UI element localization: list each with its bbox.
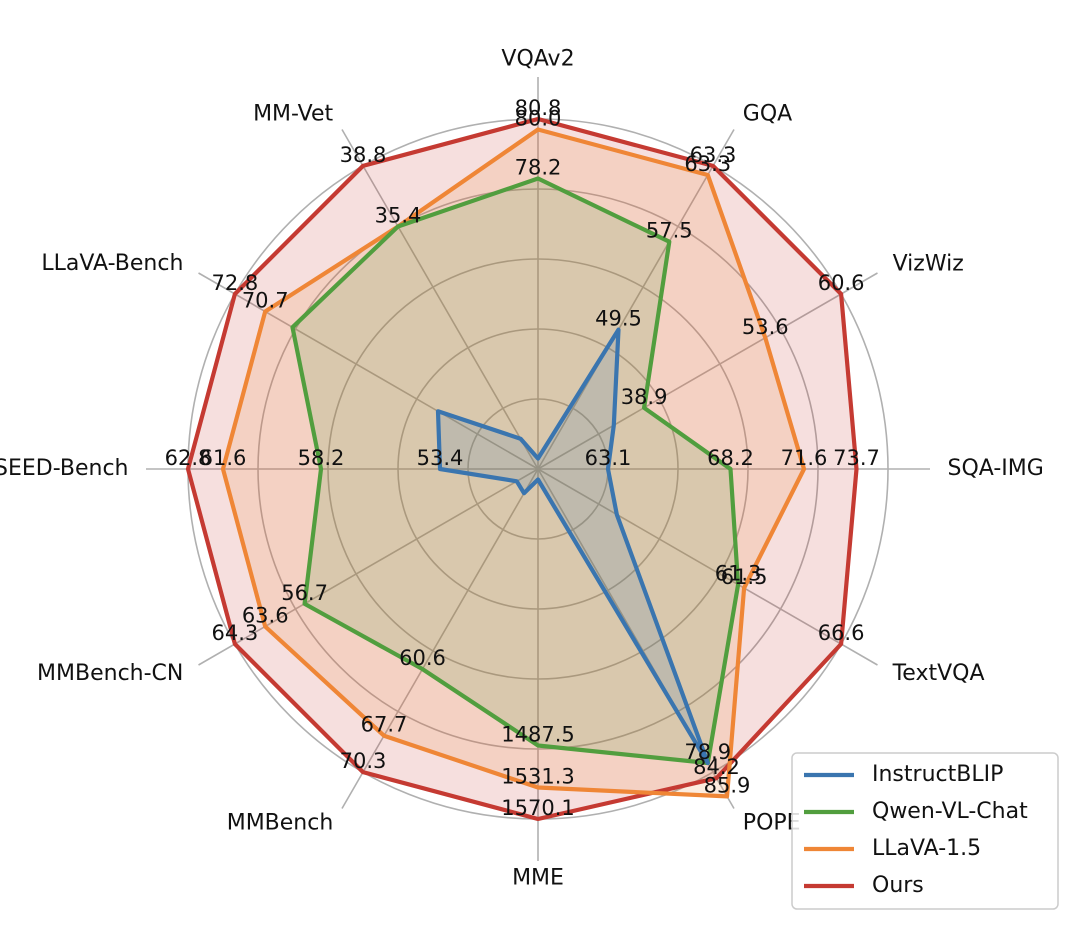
value-label-ours-8: 64.3 bbox=[212, 621, 259, 645]
series-fill-instructblip bbox=[438, 329, 708, 763]
value-label-llava-1-5-3: 71.6 bbox=[781, 446, 828, 470]
value-label-llava-1-5-11: 35.4 bbox=[375, 204, 422, 228]
axis-label-mm-vet: MM-Vet bbox=[253, 101, 333, 126]
spoke-mmbench bbox=[341, 468, 539, 809]
value-label-ours-4: 66.6 bbox=[818, 621, 865, 645]
value-label-ours-11: 38.8 bbox=[340, 143, 387, 167]
spoke-vizwiz bbox=[537, 272, 878, 470]
value-label-qwen-vl-chat-8: 56.7 bbox=[281, 581, 328, 605]
legend-label-llava-1-5: LLaVA-1.5 bbox=[872, 836, 981, 861]
value-label-ours-0: 80.8 bbox=[515, 96, 562, 120]
value-label-llava-1-5-5: 85.9 bbox=[704, 773, 751, 797]
axis-label-mmbench-cn: MMBench-CN bbox=[37, 661, 183, 686]
series-line-qwen-vl-chat bbox=[290, 176, 741, 766]
value-label-qwen-vl-chat-3: 68.2 bbox=[707, 446, 754, 470]
series-line-instructblip bbox=[435, 327, 710, 766]
value-label-ours-3: 73.7 bbox=[833, 446, 880, 470]
value-label-qwen-vl-chat-7: 60.6 bbox=[399, 646, 446, 670]
series-fill-qwen-vl-chat bbox=[292, 178, 739, 763]
value-label-ours-6: 1570.1 bbox=[501, 796, 574, 820]
spoke-gqa bbox=[537, 129, 735, 470]
value-label-qwen-vl-chat-2: 38.9 bbox=[621, 385, 668, 409]
axis-label-gqa: GQA bbox=[743, 101, 792, 126]
value-label-llava-1-5-7: 67.7 bbox=[361, 713, 408, 737]
value-label-qwen-vl-chat-9: 58.2 bbox=[298, 446, 345, 470]
axis-label-sqa-img: SQA-IMG bbox=[948, 456, 1044, 481]
series-fill-ours bbox=[188, 119, 857, 819]
value-label-llava-1-5-1: 63.3 bbox=[684, 152, 731, 176]
value-label-llava-1-5-9: 61.6 bbox=[200, 446, 247, 470]
value-label-ours-9: 62.8 bbox=[165, 446, 212, 470]
value-label-llava-1-5-8: 63.6 bbox=[242, 604, 289, 628]
value-label-qwen-vl-chat-1: 57.5 bbox=[646, 219, 693, 243]
spoke-textvqa bbox=[537, 468, 878, 666]
series-line-llava-1-5 bbox=[220, 127, 807, 799]
value-label-ours-2: 60.6 bbox=[818, 271, 865, 295]
value-label-instructblip-5: 78.9 bbox=[684, 740, 731, 764]
value-label-qwen-vl-chat-0: 78.2 bbox=[515, 156, 562, 180]
series-line-ours bbox=[185, 116, 859, 822]
value-label-ours-10: 72.8 bbox=[212, 271, 259, 295]
axis-label-mme: MME bbox=[512, 866, 564, 891]
axis-label-seed-bench: SEED-Bench bbox=[0, 456, 129, 481]
value-label-qwen-vl-chat-4: 61.3 bbox=[715, 562, 762, 586]
legend: InstructBLIP Qwen-VL-Chat LLaVA-1.5 Ours bbox=[791, 752, 1059, 910]
legend-label-instructblip: InstructBLIP bbox=[872, 762, 1003, 787]
value-label-instructblip-3: 63.1 bbox=[585, 446, 632, 470]
axis-label-pope: POPE bbox=[743, 811, 801, 836]
axis-label-llava-bench: LLaVA-Bench bbox=[41, 251, 183, 276]
legend-label-ours: Ours bbox=[872, 873, 924, 898]
spoke-llava-bench bbox=[198, 272, 539, 470]
value-label-llava-1-5-0: 80.0 bbox=[515, 107, 562, 131]
value-labels: 49.5 63.1 78.9 53.4 78.2 57.5 38.9 68.2 61.3 1487… bbox=[165, 96, 880, 820]
series-layer bbox=[185, 116, 859, 822]
value-label-llava-1-5-10: 70.7 bbox=[242, 289, 289, 313]
axis-label-vqav2: VQAv2 bbox=[501, 47, 574, 72]
value-label-ours-7: 70.3 bbox=[340, 749, 387, 773]
value-label-qwen-vl-chat-6: 1487.5 bbox=[501, 723, 574, 747]
value-label-llava-1-5-6: 1531.3 bbox=[501, 765, 574, 789]
value-label-instructblip-9: 53.4 bbox=[417, 446, 464, 470]
axis-label-textvqa: TextVQA bbox=[892, 661, 985, 686]
axis-labels: VQAv2 GQA VizWiz SQA-IMG TextVQA POPE MME MMBen… bbox=[0, 47, 1044, 891]
axis-label-mmbench: MMBench bbox=[227, 811, 334, 836]
legend-label-qwen-vl-chat: Qwen-VL-Chat bbox=[872, 799, 1028, 824]
axis-label-vizwiz: VizWiz bbox=[893, 251, 964, 276]
value-label-ours-1: 63.3 bbox=[690, 143, 737, 167]
value-label-instructblip-1: 49.5 bbox=[595, 307, 642, 331]
value-label-llava-1-5-2: 53.6 bbox=[742, 315, 789, 339]
legend-box bbox=[791, 752, 1059, 910]
value-label-ours-5: 84.2 bbox=[693, 755, 740, 779]
spoke-mmbench-cn bbox=[198, 468, 539, 666]
spoke-mm-vet bbox=[341, 129, 539, 470]
value-label-llava-1-5-4: 61.5 bbox=[721, 565, 768, 589]
